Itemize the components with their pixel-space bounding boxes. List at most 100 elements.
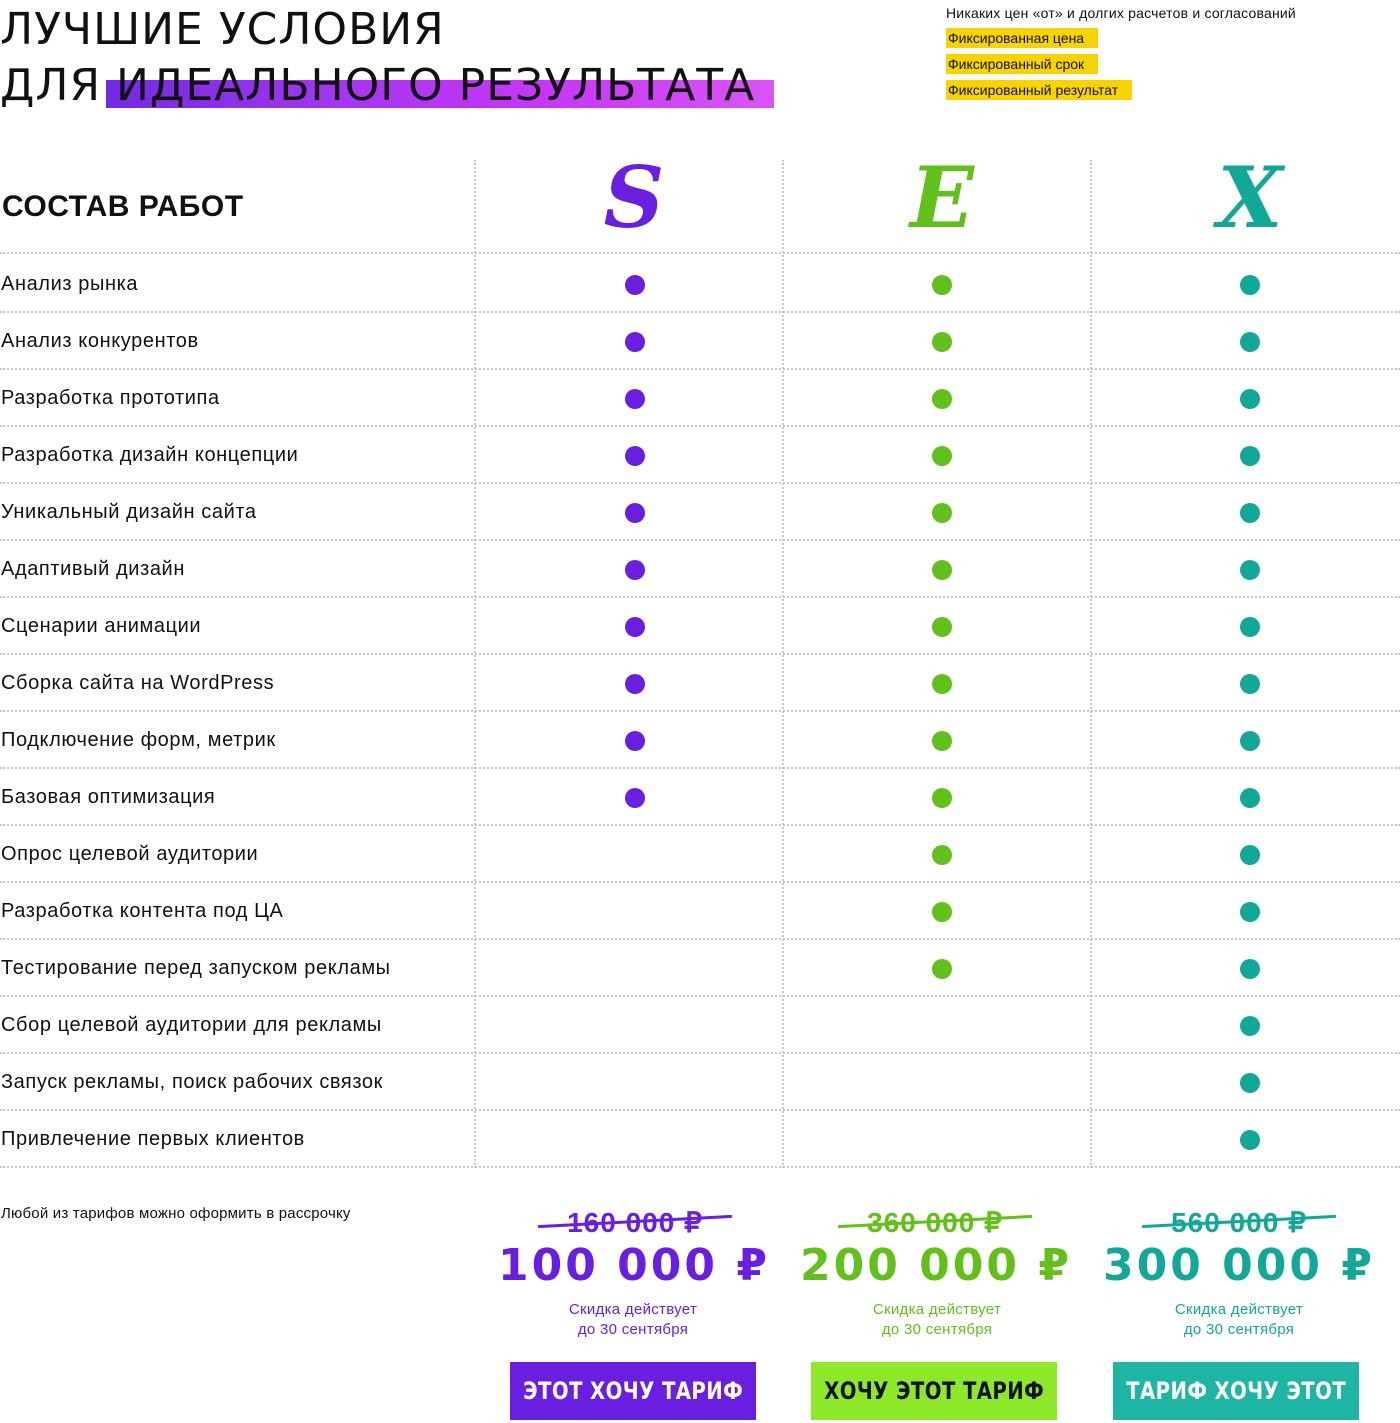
row-divider bbox=[0, 311, 1400, 313]
feature-label: Сбор целевой аудитории для рекламы bbox=[1, 1014, 382, 1036]
title-line-2-highlight: ИДЕАЛЬНОГО РЕЗУЛЬТАТА bbox=[116, 60, 756, 111]
included-dot-icon bbox=[932, 845, 952, 865]
row-divider bbox=[0, 252, 1400, 254]
row-divider bbox=[0, 767, 1400, 769]
row-divider bbox=[0, 938, 1400, 940]
new-price: 200 000 ₽ bbox=[800, 1240, 1072, 1291]
included-dot-icon bbox=[932, 560, 952, 580]
row-divider bbox=[0, 824, 1400, 826]
included-dot-icon bbox=[625, 731, 645, 751]
included-dot-icon bbox=[932, 788, 952, 808]
included-dot-icon bbox=[1240, 788, 1260, 808]
included-dot-icon bbox=[932, 959, 952, 979]
discount-line-1: Скидка действует bbox=[1174, 1301, 1304, 1318]
discount-note: Скидка действует до 30 сентября bbox=[1114, 1300, 1364, 1340]
tier-e-logo: E bbox=[909, 148, 975, 247]
row-divider bbox=[0, 596, 1400, 598]
feature-label: Разработка дизайн концепции bbox=[1, 444, 299, 466]
included-dot-icon bbox=[932, 731, 952, 751]
conditions-notes: Никаких цен «от» и долгих расчетов и сог… bbox=[946, 4, 1296, 100]
discount-line-1: Скидка действует bbox=[872, 1301, 1002, 1318]
tag-fixed-result: Фиксированный результат bbox=[946, 80, 1133, 100]
included-dot-icon bbox=[1240, 731, 1260, 751]
new-price: 100 000 ₽ bbox=[498, 1240, 770, 1291]
discount-line-2: до 30 сентября bbox=[881, 1321, 993, 1338]
discount-line-2: до 30 сентября bbox=[577, 1321, 689, 1338]
row-divider bbox=[0, 425, 1400, 427]
included-dot-icon bbox=[1240, 674, 1260, 694]
old-price: 560 000 ₽ bbox=[1114, 1206, 1364, 1239]
included-dot-icon bbox=[932, 503, 952, 523]
included-dot-icon bbox=[625, 674, 645, 694]
included-dot-icon bbox=[625, 446, 645, 466]
tier-x-logo: X bbox=[1217, 148, 1283, 247]
row-divider bbox=[0, 1166, 1400, 1168]
feature-label: Уникальный дизайн сайта bbox=[1, 501, 257, 523]
included-dot-icon bbox=[1240, 1130, 1260, 1150]
included-dot-icon bbox=[932, 617, 952, 637]
discount-line-2: до 30 сентября bbox=[1183, 1321, 1295, 1338]
included-dot-icon bbox=[1240, 1073, 1260, 1093]
choose-plan-e-button[interactable]: ХОЧУ ЭТОТ ТАРИФ bbox=[811, 1362, 1057, 1420]
tag-fixed-price: Фиксированная цена bbox=[946, 28, 1099, 48]
column-divider bbox=[782, 160, 784, 1168]
included-dot-icon bbox=[1240, 446, 1260, 466]
included-dot-icon bbox=[625, 275, 645, 295]
row-divider bbox=[0, 1052, 1400, 1054]
old-price: 160 000 ₽ bbox=[510, 1206, 760, 1239]
new-price: 300 000 ₽ bbox=[1103, 1240, 1375, 1291]
feature-label: Сборка сайта на WordPress bbox=[1, 672, 275, 694]
discount-note: Скидка действует до 30 сентября bbox=[508, 1300, 758, 1340]
row-divider bbox=[0, 995, 1400, 997]
installment-note: Любой из тарифов можно оформить в рассро… bbox=[1, 1205, 351, 1222]
included-dot-icon bbox=[625, 788, 645, 808]
included-dot-icon bbox=[625, 617, 645, 637]
title-line-2-plain: ДЛЯ bbox=[0, 60, 102, 111]
row-divider bbox=[0, 881, 1400, 883]
included-dot-icon bbox=[1240, 332, 1260, 352]
included-dot-icon bbox=[1240, 1016, 1260, 1036]
included-dot-icon bbox=[1240, 617, 1260, 637]
included-dot-icon bbox=[1240, 275, 1260, 295]
included-dot-icon bbox=[932, 674, 952, 694]
feature-label: Разработка контента под ЦА bbox=[1, 900, 284, 922]
feature-label: Опрос целевой аудитории bbox=[1, 843, 259, 865]
button-label: ХОЧУ ЭТОТ ТАРИФ bbox=[824, 1377, 1044, 1405]
included-dot-icon bbox=[1240, 902, 1260, 922]
title-highlight-brush bbox=[106, 80, 774, 108]
row-divider bbox=[0, 539, 1400, 541]
feature-label: Анализ рынка bbox=[1, 273, 139, 295]
feature-label: Анализ конкурентов bbox=[1, 330, 199, 352]
included-dot-icon bbox=[625, 332, 645, 352]
column-divider bbox=[1090, 160, 1092, 1168]
row-divider bbox=[0, 368, 1400, 370]
included-dot-icon bbox=[1240, 503, 1260, 523]
title-line-1: ЛУЧШИЕ УСЛОВИЯ bbox=[0, 4, 445, 55]
included-dot-icon bbox=[625, 389, 645, 409]
included-dot-icon bbox=[1240, 959, 1260, 979]
old-price: 360 000 ₽ bbox=[810, 1206, 1060, 1239]
feature-label: Привлечение первых клиентов bbox=[1, 1128, 305, 1150]
feature-label: Сценарии анимации bbox=[1, 615, 202, 637]
button-label: ТАРИФ ХОЧУ ЭТОТ bbox=[1126, 1377, 1346, 1405]
included-dot-icon bbox=[1240, 389, 1260, 409]
included-dot-icon bbox=[932, 275, 952, 295]
included-dot-icon bbox=[1240, 845, 1260, 865]
included-dot-icon bbox=[932, 389, 952, 409]
discount-note: Скидка действует до 30 сентября bbox=[812, 1300, 1062, 1340]
column-divider bbox=[474, 160, 476, 1168]
section-title: СОСТАВ РАБОТ bbox=[2, 190, 244, 223]
choose-plan-s-button[interactable]: ЭТОТ ХОЧУ ТАРИФ bbox=[510, 1362, 756, 1420]
row-divider bbox=[0, 1109, 1400, 1111]
discount-line-1: Скидка действует bbox=[568, 1301, 698, 1318]
title-line-2: ДЛЯ ИДЕАЛЬНОГО РЕЗУЛЬТАТА bbox=[0, 58, 755, 114]
notes-lead-text: Никаких цен «от» и долгих расчетов и сог… bbox=[946, 5, 1296, 21]
included-dot-icon bbox=[1240, 560, 1260, 580]
feature-label: Подключение форм, метрик bbox=[1, 729, 276, 751]
feature-label: Базовая оптимизация bbox=[1, 786, 216, 808]
row-divider bbox=[0, 653, 1400, 655]
choose-plan-x-button[interactable]: ТАРИФ ХОЧУ ЭТОТ bbox=[1113, 1362, 1359, 1420]
included-dot-icon bbox=[932, 332, 952, 352]
page-title: ЛУЧШИЕ УСЛОВИЯ ДЛЯ ИДЕАЛЬНОГО РЕЗУЛЬТАТА bbox=[0, 2, 755, 114]
button-label: ЭТОТ ХОЧУ ТАРИФ bbox=[523, 1377, 743, 1405]
